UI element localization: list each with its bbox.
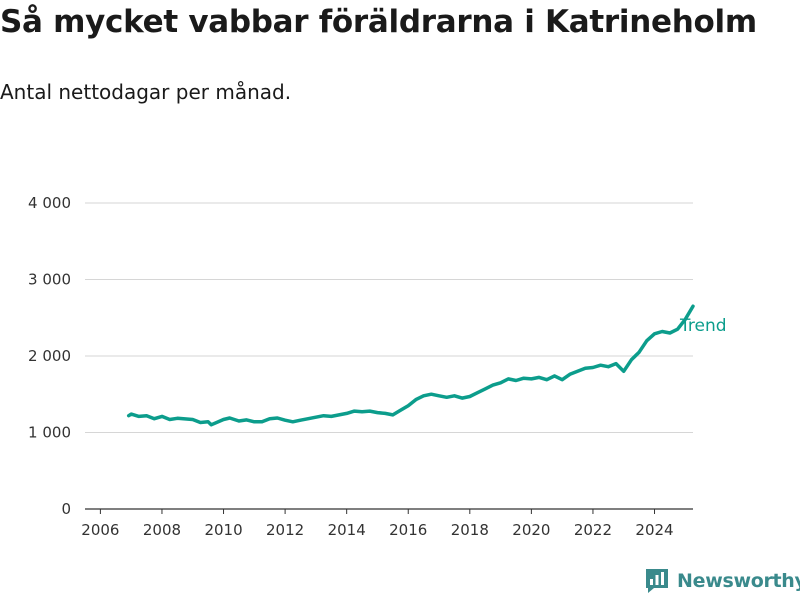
x-tick-label: 2024 bbox=[635, 521, 673, 539]
y-tick-label: 3 000 bbox=[28, 270, 71, 288]
x-tick-label: 2008 bbox=[143, 521, 181, 539]
legend: Trend bbox=[679, 316, 727, 336]
y-tick-label: 2 000 bbox=[28, 347, 71, 365]
y-tick-label: 0 bbox=[61, 500, 71, 518]
x-tick-label: 2014 bbox=[328, 521, 366, 539]
newsworthy-logo-icon bbox=[646, 569, 668, 593]
x-tick-label: 2006 bbox=[81, 521, 119, 539]
y-axis-labels: 0 1 000 2 000 3 000 4 000 bbox=[28, 194, 71, 518]
y-tick-label: 4 000 bbox=[28, 194, 71, 212]
x-tick-label: 2016 bbox=[389, 521, 427, 539]
x-tick-label: 2010 bbox=[204, 521, 242, 539]
brand-name: Newsworthy bbox=[677, 570, 800, 592]
x-tick-label: 2018 bbox=[451, 521, 489, 539]
series-lines bbox=[126, 304, 695, 427]
chart-title: Så mycket vabbar föräldrarna i Katrineho… bbox=[0, 4, 757, 40]
series-line-0 bbox=[126, 304, 695, 427]
y-tick-label: 1 000 bbox=[28, 423, 71, 441]
gridlines bbox=[85, 202, 693, 433]
x-tick-label: 2012 bbox=[266, 521, 304, 539]
chart-subtitle: Antal nettodagar per månad. bbox=[0, 80, 292, 104]
x-tick-label: 2022 bbox=[574, 521, 612, 539]
legend-label-0: Trend bbox=[679, 316, 727, 336]
brand-logo: Newsworthy bbox=[645, 568, 800, 594]
x-axis: 2006 2008 2010 2012 2014 2016 2018 2020 2022 2024 bbox=[81, 508, 693, 539]
x-tick-label: 2020 bbox=[512, 521, 550, 539]
